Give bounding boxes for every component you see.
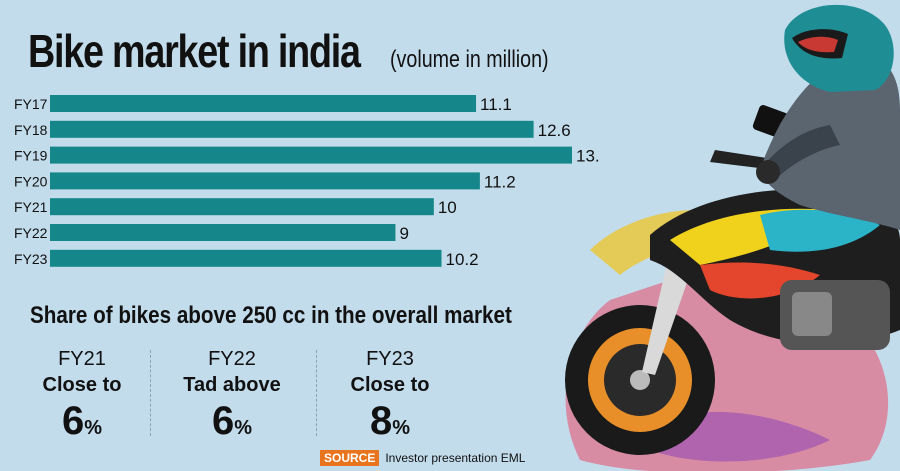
chart-title: Bike market in india (volume in million): [28, 24, 549, 78]
share-number: 6: [61, 399, 85, 443]
share-desc: Close to: [350, 374, 430, 396]
data-label: 9: [399, 224, 408, 243]
share-item-fy23: FY23 Close to 8%: [330, 346, 450, 451]
share-value: 6%: [22, 398, 142, 451]
category-label: FY23: [14, 251, 48, 267]
rider-arm: [760, 125, 840, 180]
share-desc: Close to: [42, 374, 122, 396]
bar: [50, 120, 534, 138]
fairing-teal: [760, 209, 880, 252]
share-number: 8: [369, 399, 393, 443]
category-label: FY22: [14, 225, 48, 241]
category-label: FY20: [14, 173, 48, 189]
bar: [50, 249, 442, 267]
rider-glove: [756, 160, 780, 184]
category-label: FY19: [14, 148, 48, 164]
share-year: FY23: [366, 348, 414, 370]
source-note: SOURCE Investor presentation EML: [320, 450, 526, 466]
data-label: 10: [438, 198, 457, 217]
source-text: Investor presentation EML: [385, 451, 526, 465]
bar-chart: FY17 11.1 FY18 12.6 FY19 13.6 FY20 11.2 FY21 10 FY…: [14, 95, 600, 269]
share-divider: [150, 350, 151, 436]
category-label: FY18: [14, 122, 48, 138]
share-item-fy21: FY21 Close to 6%: [22, 346, 142, 451]
share-desc: Tad above: [183, 374, 281, 396]
engine-cover: [792, 292, 832, 336]
share-divider: [316, 350, 317, 436]
share-year: FY22: [208, 348, 256, 370]
data-label: 11.2: [484, 172, 516, 191]
share-unit: %: [84, 417, 103, 439]
chart-subtitle: (volume in million): [390, 46, 549, 73]
share-value: 6%: [172, 398, 292, 451]
goggle-lens: [798, 36, 838, 53]
data-label: 11.1: [480, 95, 512, 114]
data-label: 12.6: [538, 121, 571, 140]
share-unit: %: [234, 417, 253, 439]
chart-title-main: Bike market in india: [28, 25, 361, 77]
category-label: FY21: [14, 199, 48, 215]
share-number: 6: [211, 399, 235, 443]
share-year: FY21: [58, 348, 106, 370]
bar: [50, 224, 396, 241]
bar: [50, 146, 572, 164]
bar: [50, 95, 477, 112]
source-tag: SOURCE: [320, 450, 380, 466]
bar: [50, 172, 480, 190]
data-label: 10.2: [446, 250, 479, 269]
share-title: Share of bikes above 250 cc in the overa…: [30, 302, 512, 329]
share-unit: %: [392, 417, 411, 439]
front-hub: [630, 370, 650, 390]
data-label: 13.6: [576, 147, 600, 166]
bar: [50, 198, 434, 216]
motorcycle-illustration: [565, 4, 900, 471]
share-item-fy22: FY22 Tad above 6%: [172, 346, 292, 451]
category-label: FY17: [14, 96, 48, 112]
share-value: 8%: [330, 398, 450, 451]
